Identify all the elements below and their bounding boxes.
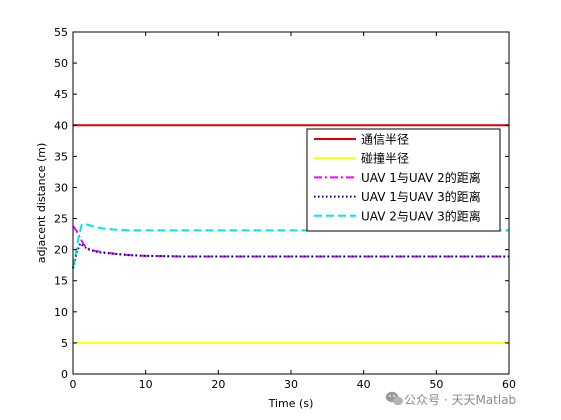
wechat-icon [385, 391, 403, 406]
y-tick-label: 10 [54, 306, 68, 319]
legend-label-5: UAV 2与UAV 3的距离 [361, 208, 481, 223]
y-tick-label: 30 [54, 181, 68, 194]
y-tick-label: 45 [54, 88, 68, 101]
x-tick-label: 20 [211, 378, 225, 391]
legend-label-3: UAV 1与UAV 2的距离 [361, 170, 481, 185]
legend-label-1: 通信半径 [361, 133, 409, 147]
x-axis-label: Time (s) [268, 397, 314, 410]
y-tick-label: 35 [54, 150, 68, 163]
y-tick-label: 5 [61, 337, 68, 350]
y-tick-label: 40 [54, 119, 68, 132]
y-tick-label: 50 [54, 57, 68, 70]
axes: 0 10 20 30 40 50 60 0 5 10 15 20 25 30 35 40 45 50 55 Time … [35, 26, 516, 410]
x-tick-label: 30 [284, 378, 298, 391]
x-tick-label: 10 [139, 378, 153, 391]
y-tick-label: 15 [54, 275, 68, 288]
y-tick-label: 0 [61, 368, 68, 381]
legend-label-2: 碰撞半径 [361, 151, 409, 166]
y-axis-label: adjacent distance (m) [35, 143, 48, 264]
x-tick-label: 60 [502, 378, 516, 391]
y-tick-label: 25 [54, 213, 68, 226]
series-line-4 [72, 241, 509, 269]
x-tick-label: 40 [357, 378, 371, 391]
watermark-text: 公众号 · 天天Matlab [404, 393, 516, 407]
y-tick-label: 20 [54, 244, 68, 257]
series-line-3 [72, 225, 509, 258]
legend-label-4: UAV 1与UAV 3的距离 [361, 189, 481, 204]
x-tick-label: 50 [429, 378, 443, 391]
y-tick-label: 55 [54, 26, 68, 39]
x-tick-label: 0 [70, 378, 77, 391]
legend-box [306, 128, 501, 232]
series-layer [72, 124, 509, 344]
watermark: 公众号 · 天天Matlab [385, 391, 516, 407]
